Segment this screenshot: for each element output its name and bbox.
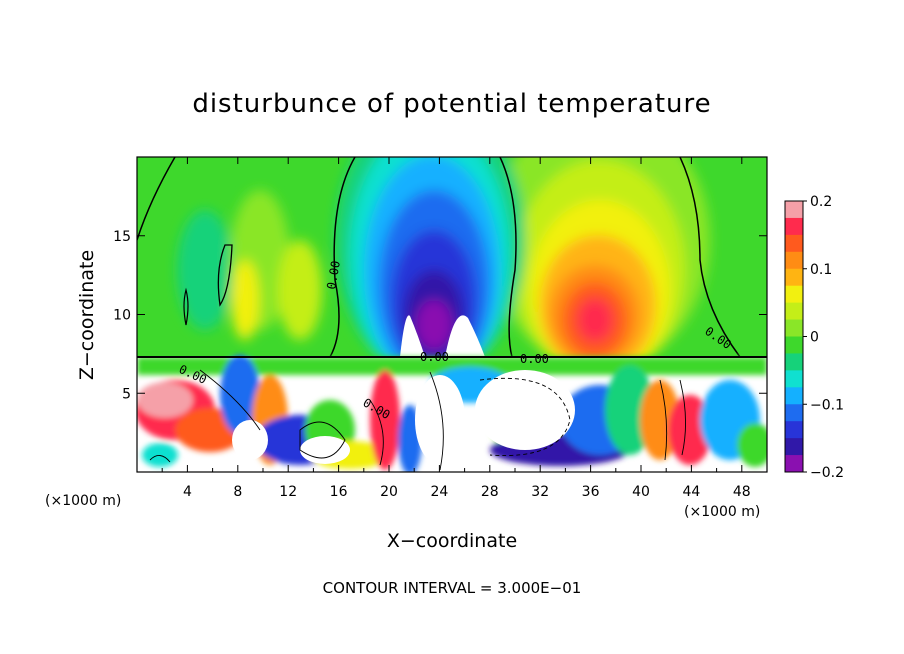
x-tick-label: 40 xyxy=(632,484,650,500)
colorbar-swatch xyxy=(785,370,803,388)
colorbar-tick-label: −0.2 xyxy=(810,465,844,481)
x-axis-label: X−coordinate xyxy=(387,530,517,552)
x-tick-label: 32 xyxy=(531,484,549,500)
x-tick-label: 28 xyxy=(481,484,499,500)
contour-label: 0.00 xyxy=(324,260,343,291)
x-tick-label: 4 xyxy=(183,484,192,500)
contour-label: 0.00 xyxy=(420,350,449,364)
colorbar-tick-label: 0 xyxy=(810,330,819,346)
colorbar-swatch xyxy=(785,285,803,304)
x-tick-label: 12 xyxy=(279,484,297,500)
x-unit-left: (×1000 m) xyxy=(45,493,121,509)
x-tick-label: 16 xyxy=(330,484,348,500)
colorbar-swatch xyxy=(785,217,803,236)
y-tick-label: 5 xyxy=(122,386,131,402)
colorbar-tick-label: 0.2 xyxy=(810,194,832,210)
colorbar-swatch xyxy=(785,438,803,456)
x-tick-label: 44 xyxy=(682,484,700,500)
colorbar-swatch xyxy=(785,404,803,422)
colorbar-swatch xyxy=(785,251,803,270)
colorbar-tick-label: 0.1 xyxy=(810,262,832,278)
colorbar-swatch xyxy=(785,319,803,337)
colorbar-ticks: 0.2 0.1 0 −0.1 −0.2 xyxy=(803,194,844,481)
x-tick-label: 24 xyxy=(430,484,448,500)
contour-label: 0.00 xyxy=(520,352,549,366)
y-tick-label: 15 xyxy=(113,229,131,245)
contour-interval-note: CONTOUR INTERVAL = 3.000E−01 xyxy=(323,579,582,597)
colorbar-swatch xyxy=(785,387,803,405)
colorbar xyxy=(785,201,803,473)
x-unit-right: (×1000 m) xyxy=(684,504,760,520)
colorbar-swatch xyxy=(785,455,803,473)
field-upper-layer xyxy=(137,157,767,357)
colorbar-swatch xyxy=(785,201,803,219)
colorbar-swatch xyxy=(785,268,803,287)
y-tick-label: 10 xyxy=(113,308,131,324)
x-tick-label: 20 xyxy=(380,484,398,500)
colorbar-swatch xyxy=(785,336,803,354)
x-axis: 4 8 12 16 20 24 28 32 36 40 44 48 xyxy=(161,157,751,500)
colorbar-swatch xyxy=(785,302,803,321)
colorbar-swatch xyxy=(785,234,803,253)
colorbar-tick-label: −0.1 xyxy=(810,397,844,413)
x-tick-label: 48 xyxy=(733,484,751,500)
colorbar-swatch xyxy=(785,421,803,439)
y-axis-label: Z−coordinate xyxy=(76,250,98,380)
field-lower-layer xyxy=(137,355,767,472)
y-axis: 5 10 15 xyxy=(113,229,767,402)
chart-title: disturbunce of potential temperature xyxy=(192,89,711,119)
colorbar-swatch xyxy=(785,353,803,371)
x-tick-label: 36 xyxy=(582,484,600,500)
x-tick-label: 8 xyxy=(233,484,242,500)
